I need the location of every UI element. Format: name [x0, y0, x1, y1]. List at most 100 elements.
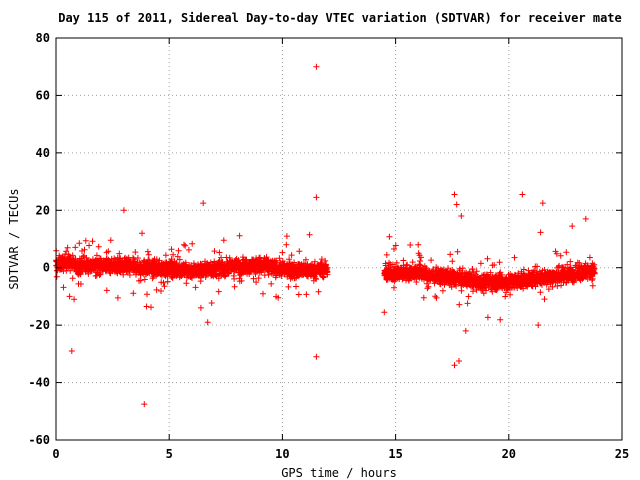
scatter-point: [470, 288, 476, 295]
scatter-point: [283, 241, 290, 248]
outlier-point: [71, 296, 78, 303]
scatter-point: [161, 283, 168, 290]
scatter-point: [215, 288, 222, 295]
scatter-point: [236, 278, 243, 285]
scatter-point: [164, 278, 171, 285]
scatter-point: [563, 249, 570, 256]
scatter-point: [79, 248, 85, 254]
scatter-point: [86, 242, 93, 249]
scatter-point: [268, 280, 275, 287]
scatter-point: [81, 252, 88, 259]
scatter-point: [276, 266, 283, 273]
x-tick-label: 15: [388, 447, 402, 461]
scatter-point: [507, 291, 514, 298]
outlier-point: [204, 319, 211, 326]
scatter-point: [487, 269, 494, 276]
scatter-point: [417, 258, 423, 264]
scatter-point: [216, 249, 223, 256]
outlier-point: [453, 201, 460, 208]
scatter-point: [167, 259, 174, 266]
scatter-point: [392, 242, 399, 249]
scatter-point: [130, 290, 137, 297]
scatter-point: [477, 260, 484, 267]
scatter-point: [515, 270, 522, 277]
scatter-point: [520, 266, 527, 273]
scatter-point: [292, 264, 299, 271]
scatter-point: [458, 287, 465, 294]
scatter-point: [316, 265, 323, 272]
band-point: [145, 256, 152, 263]
x-tick-label: 25: [615, 447, 629, 461]
outlier-point: [519, 191, 526, 198]
band-point: [134, 255, 141, 261]
scatter-point: [69, 275, 76, 282]
band-point: [404, 261, 411, 268]
scatter-point: [239, 257, 246, 263]
scatter-point: [255, 275, 262, 282]
scatter-point: [557, 252, 564, 259]
scatter-point: [582, 260, 589, 267]
scatter-point: [586, 254, 593, 261]
scatter-point: [491, 284, 497, 291]
outlier-point: [306, 231, 313, 238]
scatter-point: [465, 293, 472, 300]
outlier-point: [66, 293, 73, 300]
scatter-point: [322, 263, 329, 270]
scatter-point: [497, 316, 504, 323]
scatter-point: [541, 274, 547, 281]
scatter-point: [145, 251, 152, 258]
scatter-point: [552, 279, 559, 286]
scatter-point: [126, 272, 133, 278]
scatter-point: [68, 261, 75, 268]
scatter-point: [77, 258, 84, 264]
scatter-point: [75, 280, 82, 287]
scatter-point: [307, 263, 314, 270]
scatter-point: [502, 293, 509, 300]
scatter-point: [562, 265, 569, 271]
scatter-point: [433, 294, 440, 301]
outlier-point: [462, 327, 469, 334]
grid-lines: [56, 38, 622, 440]
scatter-point: [564, 261, 571, 268]
scatter-point: [220, 237, 227, 244]
scatter-point: [212, 271, 219, 278]
scatter-point: [76, 240, 83, 247]
scatter-point: [182, 259, 189, 266]
scatter-point: [225, 263, 232, 269]
scatter-point: [589, 282, 596, 289]
scatter-point: [237, 266, 244, 273]
scatter-point: [438, 277, 445, 284]
chart-title: Day 115 of 2011, Sidereal Day-to-day VTE…: [58, 11, 622, 25]
scatter-point: [381, 267, 388, 274]
plot-frame: [55, 37, 623, 441]
outlier-point: [120, 207, 127, 214]
scatter-point: [185, 246, 192, 253]
band-point: [311, 258, 318, 265]
scatter-point: [72, 244, 79, 251]
scatter-point: [473, 286, 480, 293]
y-tick-label: 60: [36, 88, 50, 102]
band-point: [276, 255, 283, 262]
scatter-point: [391, 284, 397, 291]
scatter-point: [78, 261, 85, 268]
scatter-point: [285, 283, 292, 290]
scatter-point: [464, 272, 471, 279]
band-point: [156, 257, 163, 264]
scatter-point: [420, 294, 427, 301]
band-point: [67, 267, 74, 274]
outlier-point: [143, 303, 150, 310]
scatter-point: [534, 263, 541, 270]
x-tick-label: 0: [52, 447, 59, 461]
scatter-point: [391, 246, 397, 252]
outlier-point: [451, 191, 458, 198]
scatter-point: [383, 251, 390, 258]
scatter-point: [498, 271, 505, 278]
outlier-point: [141, 401, 148, 408]
scatter-point: [258, 269, 265, 276]
scatter-point: [310, 277, 317, 284]
scatter-point: [250, 275, 257, 282]
scatter-point: [498, 277, 505, 283]
outlier-point: [313, 63, 320, 70]
scatter-point: [89, 238, 96, 245]
scatter-point: [148, 304, 154, 311]
